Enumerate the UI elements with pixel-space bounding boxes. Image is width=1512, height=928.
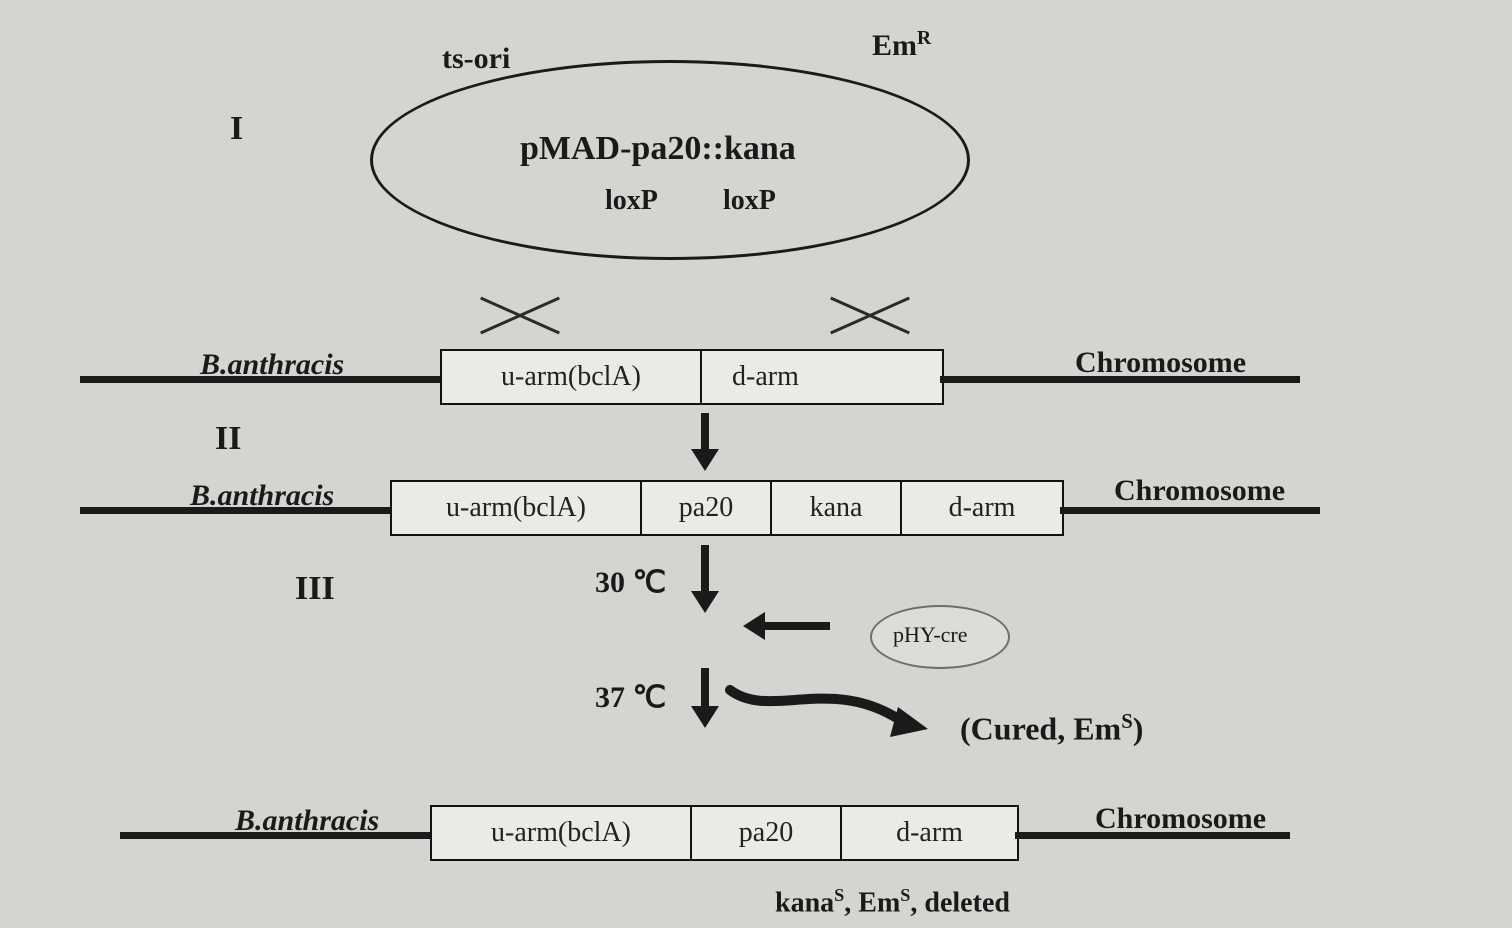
cured-post: )	[1133, 711, 1144, 747]
cured-pre: (Cured, Em	[960, 711, 1121, 747]
temp-37-label: 37 ℃	[595, 680, 666, 715]
crossover-x-left	[480, 296, 560, 336]
footer-em-pre: Em	[858, 887, 900, 918]
gene-cell: u-arm(bclA)	[392, 482, 642, 534]
crossover-x-right	[830, 296, 910, 336]
chromosome-label-2: Chromosome	[1114, 474, 1285, 508]
species-label-1: B.anthracis	[200, 348, 344, 382]
footer-em-sup: S	[900, 885, 910, 905]
gene-cell: pa20	[642, 482, 772, 534]
footer-kana-sup: S	[834, 885, 844, 905]
plasmid-main-name: pMAD-pa20::kana	[520, 130, 796, 168]
cured-label: (Cured, EmS)	[960, 710, 1143, 748]
species-label-2: B.anthracis	[190, 479, 334, 513]
gene-cell: pa20	[692, 807, 842, 859]
footer-note: kanaS, EmS, deleted	[775, 885, 1010, 919]
gene-row-1: u-arm(bclA) d-arm	[440, 349, 944, 405]
chrom-line-2-right	[1060, 507, 1320, 514]
diagram-root: I ts-ori EmR pMAD-pa20::kana loxP loxP B…	[0, 0, 1512, 928]
cured-sup: S	[1121, 710, 1133, 733]
stage-3-label: III	[295, 570, 335, 608]
gene-cell: d-arm	[702, 351, 942, 403]
gene-cell: u-arm(bclA)	[432, 807, 692, 859]
loxP-left: loxP	[605, 185, 658, 217]
gene-cell: d-arm	[902, 482, 1062, 534]
gene-cell: kana	[772, 482, 902, 534]
curved-arrow	[720, 665, 970, 770]
emR-pre: Em	[872, 29, 917, 62]
footer-sep2: ,	[910, 887, 924, 918]
stage-1-label: I	[230, 110, 243, 148]
emR-label: EmR	[872, 28, 931, 63]
temp-30-label: 30 ℃	[595, 565, 666, 600]
gene-cell: u-arm(bclA)	[442, 351, 702, 403]
footer-kana-pre: kana	[775, 887, 834, 918]
loxP-right: loxP	[723, 185, 776, 217]
emR-sup: R	[917, 28, 931, 49]
gene-cell: d-arm	[842, 807, 1017, 859]
ts-ori-label: ts-ori	[442, 42, 510, 76]
gene-row-2: u-arm(bclA) pa20 kana d-arm	[390, 480, 1064, 536]
footer-deleted: deleted	[924, 887, 1010, 918]
plasmid-small-name: pHY-cre	[893, 622, 968, 648]
species-label-3: B.anthracis	[235, 804, 379, 838]
stage-2-label: II	[215, 420, 241, 458]
footer-sep1: ,	[844, 887, 858, 918]
chromosome-label-1: Chromosome	[1075, 346, 1246, 380]
gene-row-3: u-arm(bclA) pa20 d-arm	[430, 805, 1019, 861]
chromosome-label-3: Chromosome	[1095, 802, 1266, 836]
